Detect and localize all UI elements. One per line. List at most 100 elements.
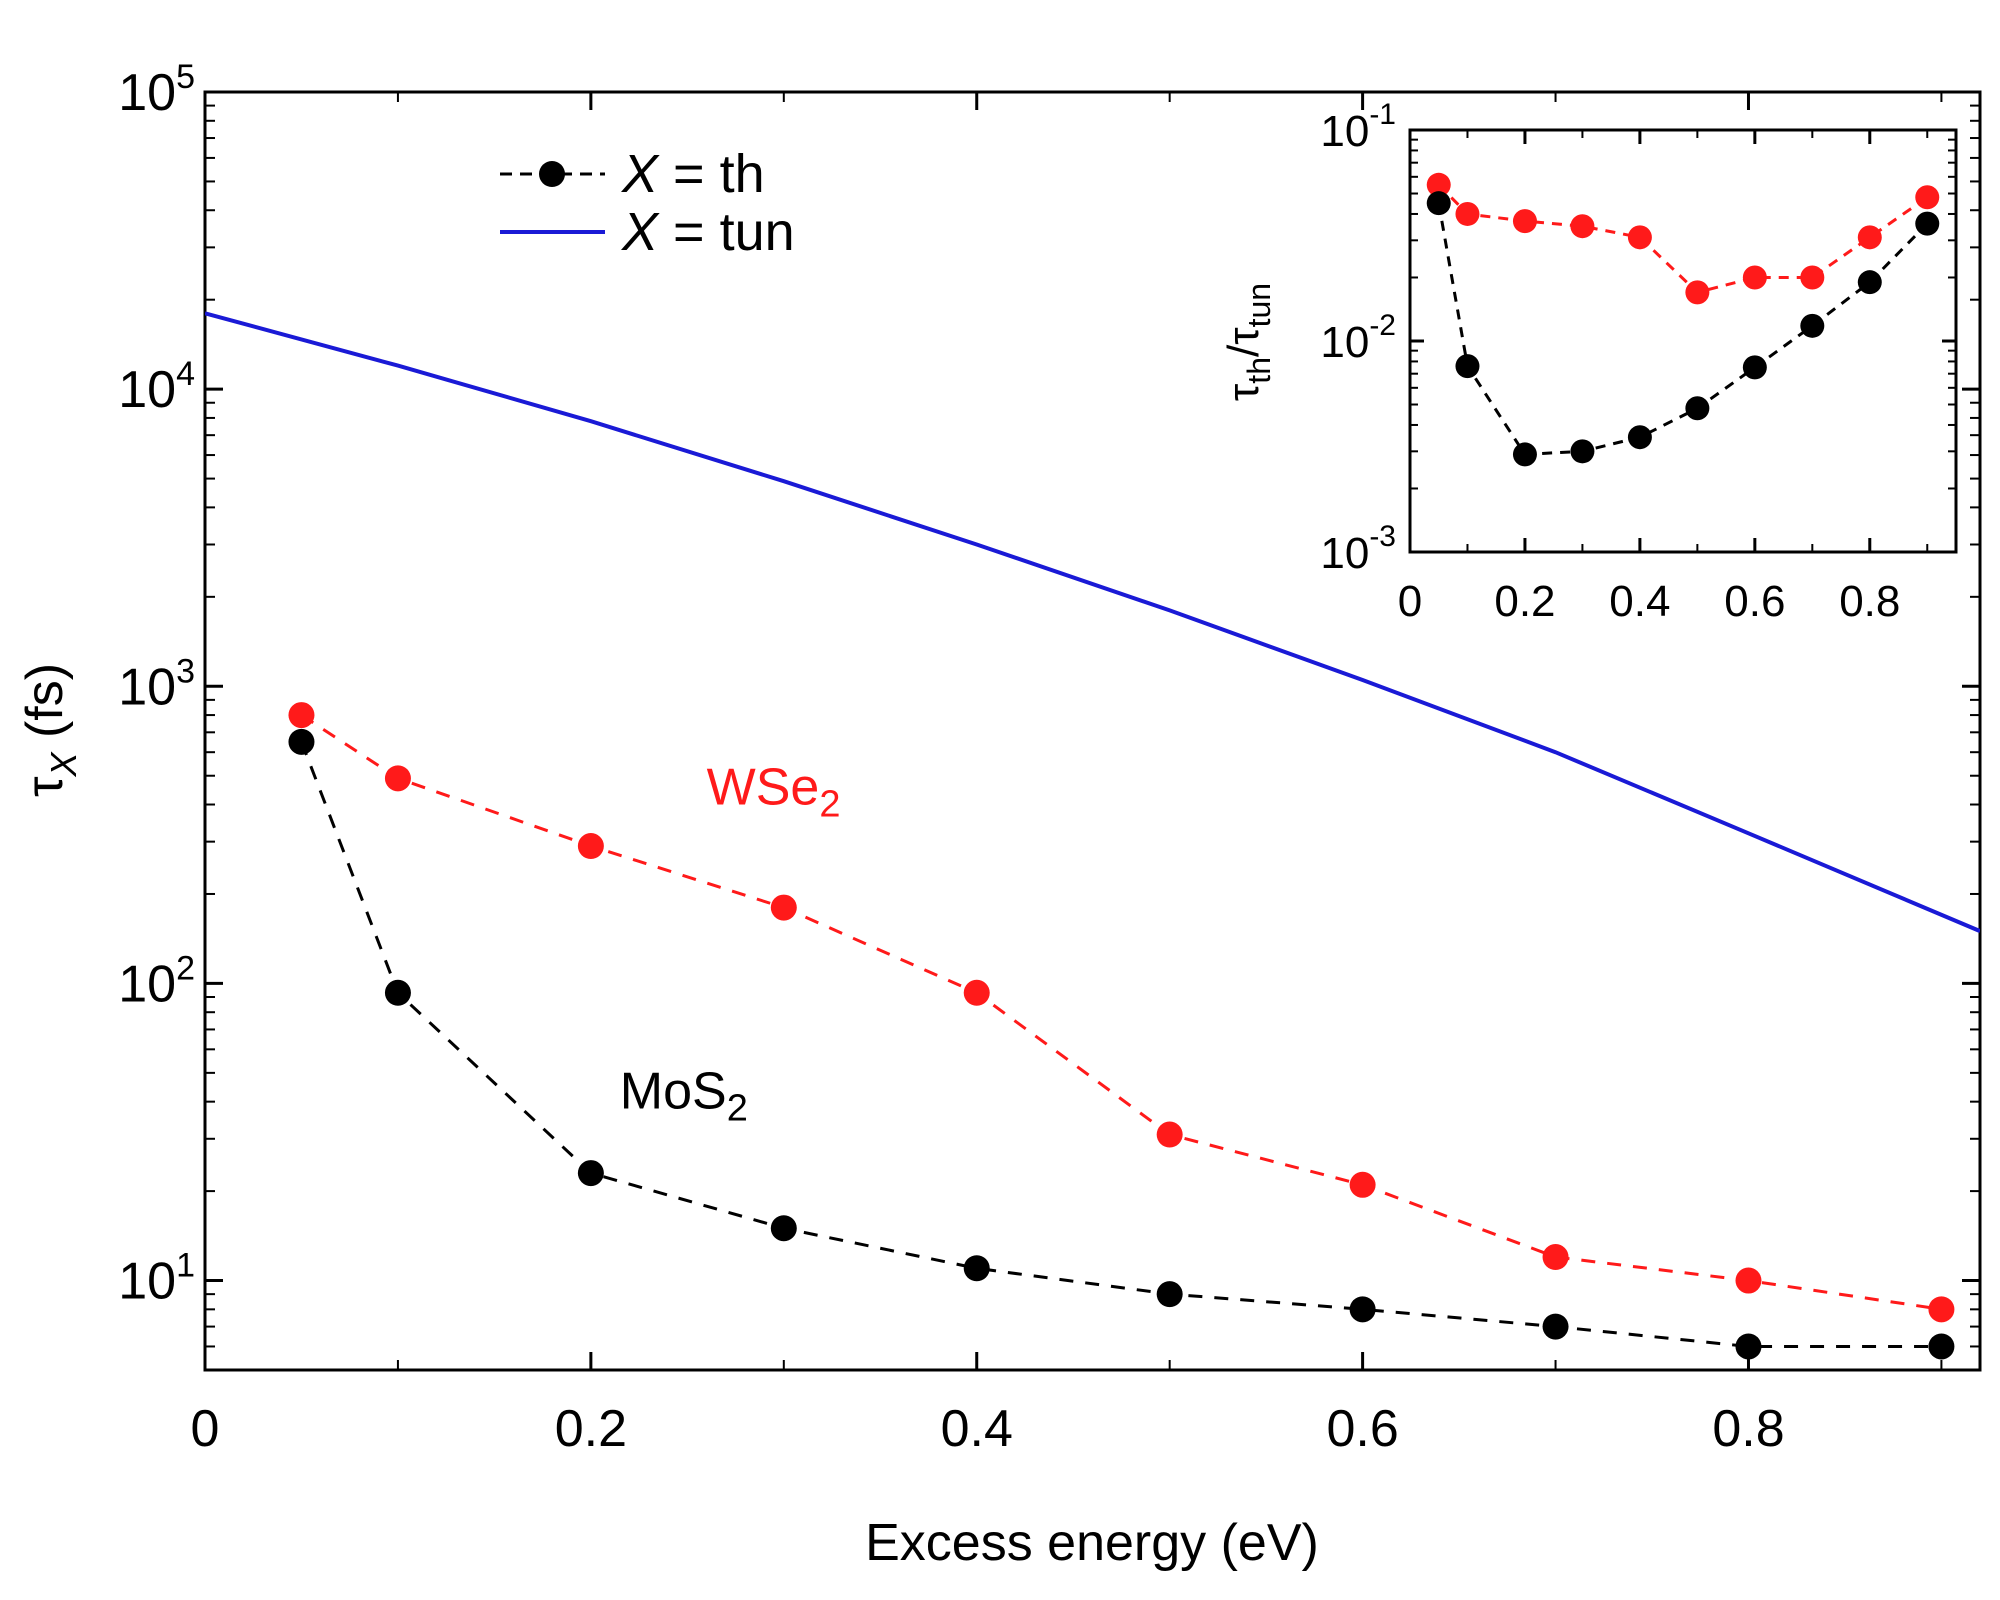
inset-plot-frame <box>1408 128 1958 554</box>
main-series-point-wse2-x-th <box>384 765 411 792</box>
inset-y-tick-label-exponent: -3 <box>1369 520 1396 553</box>
inset-series-layer <box>1426 172 1940 467</box>
annotation-wse2-subscript: 2 <box>819 784 840 826</box>
inset-series-point-wse2 <box>1570 214 1595 239</box>
main-series-point-wse2-x-th <box>1156 1121 1183 1148</box>
inset-axis-ticks <box>1408 128 1956 554</box>
main-y-tick-label: 102 <box>118 949 195 1013</box>
inset-series-point-mos2 <box>1570 439 1595 464</box>
inset-y-title-sub-tun: tun <box>1241 283 1277 327</box>
inset-series-point-wse2 <box>1426 172 1451 197</box>
legend-th-italic: X <box>620 144 660 204</box>
inset-y-title-separator: /τ <box>1219 327 1268 357</box>
annotation-mos2-text: MoS <box>620 1062 727 1120</box>
annotation-mos2-subscript: 2 <box>727 1087 748 1129</box>
main-series-point-mos2-x-th <box>1542 1313 1569 1340</box>
main-y-tick-label-exponent: 5 <box>176 58 195 96</box>
main-series-point-mos2-x-th <box>384 979 411 1006</box>
legend-tun-label: X = tun <box>620 202 795 262</box>
inset-series-point-wse2 <box>1915 185 1940 210</box>
y-axis-title: τX (fs) <box>16 663 84 797</box>
inset-series-point-wse2 <box>1512 209 1537 234</box>
inset-series-point-mos2 <box>1426 191 1451 216</box>
main-y-tick-label-exponent: 4 <box>176 355 195 393</box>
inset-y-axis-title: τth/τtun <box>1219 283 1277 401</box>
main-y-tick-label-base: 10 <box>118 955 176 1013</box>
inset-series-point-wse2 <box>1742 265 1767 290</box>
inset-series-point-wse2 <box>1857 225 1882 250</box>
inset-series-point-mos2 <box>1915 211 1940 236</box>
main-y-tick-label-exponent: 1 <box>176 1247 195 1285</box>
main-y-tick-label-base: 10 <box>118 361 176 419</box>
main-x-tick-label: 0.4 <box>941 1400 1013 1458</box>
legend-th-text: = th <box>658 144 765 204</box>
main-x-tick-label: 0.2 <box>555 1400 627 1458</box>
main-y-tick-label-base: 10 <box>118 1253 176 1311</box>
main-series-point-mos2-x-th <box>1928 1333 1955 1360</box>
inset-series-point-mos2 <box>1627 425 1652 450</box>
main-y-tick-label: 101 <box>118 1247 195 1311</box>
y-axis-title-unit: (fs) <box>16 663 74 753</box>
main-series-point-mos2-x-th <box>770 1215 797 1242</box>
main-y-tick-label-exponent: 3 <box>176 652 195 690</box>
main-y-tick-label: 105 <box>118 58 195 122</box>
legend-tun-text: = tun <box>658 202 795 262</box>
main-series-point-wse2-x-th <box>1542 1244 1569 1271</box>
main-series-point-wse2-x-th <box>963 979 990 1006</box>
inset-series-point-mos2 <box>1455 354 1480 379</box>
inset-x-tick-label: 0.8 <box>1839 577 1900 626</box>
inset-plot: 0 0.2 0.4 0.6 0.810-310-210-1 τth/τtun <box>1219 98 1958 626</box>
main-y-tick-label-exponent: 2 <box>176 949 195 987</box>
inset-series-point-wse2 <box>1685 280 1710 305</box>
inset-series-point-mos2 <box>1857 270 1882 295</box>
main-x-tick-label: 0.8 <box>1712 1400 1784 1458</box>
inset-series-point-mos2 <box>1512 442 1537 467</box>
inset-y-tick-label-base: 10 <box>1320 107 1369 156</box>
main-x-tick-label: 0 <box>191 1400 220 1458</box>
inset-y-tick-label-exponent: -1 <box>1369 98 1396 131</box>
inset-y-title-sub-th: th <box>1241 357 1277 384</box>
main-series-line-mos2-x-th <box>300 741 1942 1348</box>
main-series-point-mos2-x-th <box>1156 1281 1183 1308</box>
inset-x-tick-label: 0.6 <box>1724 577 1785 626</box>
inset-series-line-mos2 <box>1437 202 1929 456</box>
main-series-line-wse2-x-th <box>300 713 1942 1311</box>
annotation-wse2-text: WSe <box>707 759 820 817</box>
inset-y-tick-label: 10-2 <box>1320 309 1396 367</box>
main-series-point-mos2-x-th <box>1735 1333 1762 1360</box>
x-axis-title: Excess energy (eV) <box>865 1514 1319 1572</box>
main-series-point-wse2-x-th <box>577 833 604 860</box>
inset-x-tick-label: 0 <box>1398 577 1422 626</box>
inset-y-title-tau: τ <box>1219 383 1268 401</box>
annotation-wse2: WSe2 <box>707 759 841 826</box>
inset-y-tick-label-base: 10 <box>1320 529 1369 578</box>
main-axis-ticks <box>203 90 1980 1371</box>
main-x-tick-label: 0.6 <box>1326 1400 1398 1458</box>
inset-y-tick-label-exponent: -2 <box>1369 309 1396 342</box>
legend-th-label: X = th <box>620 144 765 204</box>
inset-y-tick-label-base: 10 <box>1320 318 1369 367</box>
main-y-tick-label-base: 10 <box>118 658 176 716</box>
main-series-layer <box>205 311 1980 1360</box>
inset-y-tick-label: 10-1 <box>1320 98 1396 156</box>
main-plot-frame <box>203 90 1982 1372</box>
legend-tun-italic: X <box>620 202 660 262</box>
inset-series-point-mos2 <box>1685 396 1710 421</box>
inset-x-tick-label: 0.4 <box>1609 577 1670 626</box>
inset-series-point-wse2 <box>1455 201 1480 226</box>
main-series-point-wse2-x-th <box>288 702 315 729</box>
annotation-mos2: MoS2 <box>620 1062 748 1129</box>
inset-series-point-wse2 <box>1800 265 1825 290</box>
inset-series-point-wse2 <box>1627 225 1652 250</box>
legend: X = th X = tun <box>500 144 795 262</box>
main-series-line-x-tun <box>205 311 1980 933</box>
main-series-point-wse2-x-th <box>1928 1296 1955 1323</box>
main-y-tick-label: 103 <box>118 652 195 716</box>
main-series-point-mos2-x-th <box>288 728 315 755</box>
inset-series-line-wse2 <box>1437 183 1929 295</box>
y-axis-title-subscript: X <box>43 751 84 778</box>
inset-tick-labels: 0 0.2 0.4 0.6 0.810-310-210-1 <box>1320 98 1900 626</box>
